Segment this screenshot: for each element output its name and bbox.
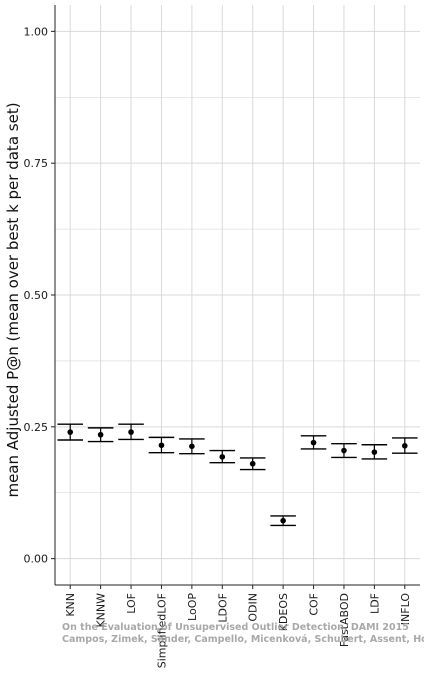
data-point [158,442,165,449]
errorbar-knn [57,423,83,441]
errorbar-kdeos [270,515,296,527]
errorbar-ldof [209,449,236,464]
errorbar-simplifiedlof [148,436,175,454]
x-tick-label: ODIN [247,593,260,622]
data-point [97,431,104,438]
axes [51,5,420,589]
data-point [341,447,347,454]
data-point [249,460,256,467]
x-tick-labels: KNN KNNW LOF SimplifiedLOF LoOP LDOF ODIN KDEOS… [64,593,412,669]
data-marks [57,423,418,527]
x-tick-label: INFLO [399,593,412,626]
errorbar-fastabod [331,442,357,459]
x-tick-label: KNN [64,593,77,617]
x-tick-label: KNNW [95,593,108,628]
data-point [310,439,317,446]
x-tick-label: LDOF [216,593,229,623]
data-point [128,429,134,435]
y-tick-label: 0.25 [24,421,49,434]
x-tick-label: LDF [368,593,381,614]
data-point [371,449,378,455]
y-axis-label: mean Adjusted P@n (mean over best k per … [4,102,22,497]
y-tick-label: 0.75 [24,157,49,170]
y-tick-label: 0.00 [24,553,49,566]
x-tick-label: KDEOS [277,593,290,631]
y-tick-labels: 0.00 0.25 0.50 0.75 1.00 [24,25,49,565]
x-tick-label: LOF [125,593,138,614]
data-point [189,443,195,450]
errorbar-knnw [87,427,114,443]
errorbar-ldf [361,444,388,460]
data-point [401,443,408,449]
x-tick-label: LoOP [186,593,199,621]
errorbar-loop [179,438,205,455]
grid-lines [55,5,420,585]
y-tick-label: 0.50 [24,289,49,302]
errorbar-odin [239,457,266,471]
errorbar-cof [300,435,327,450]
data-point [67,429,74,435]
errorbar-lof [118,423,144,441]
errorbar-inflo [392,437,418,454]
x-tick-label: FastABOD [338,593,351,647]
data-point [280,517,286,524]
watermark-line-1: On the Evaluation of Unsupervised Outlie… [62,622,409,633]
watermark-line-2: Campos, Zimek, Sander, Campello, Micenko… [62,634,424,645]
data-point [219,454,226,460]
y-tick-label: 1.00 [24,25,49,38]
x-tick-label: SimplifiedLOF [155,593,168,668]
x-tick-label: COF [308,593,321,616]
